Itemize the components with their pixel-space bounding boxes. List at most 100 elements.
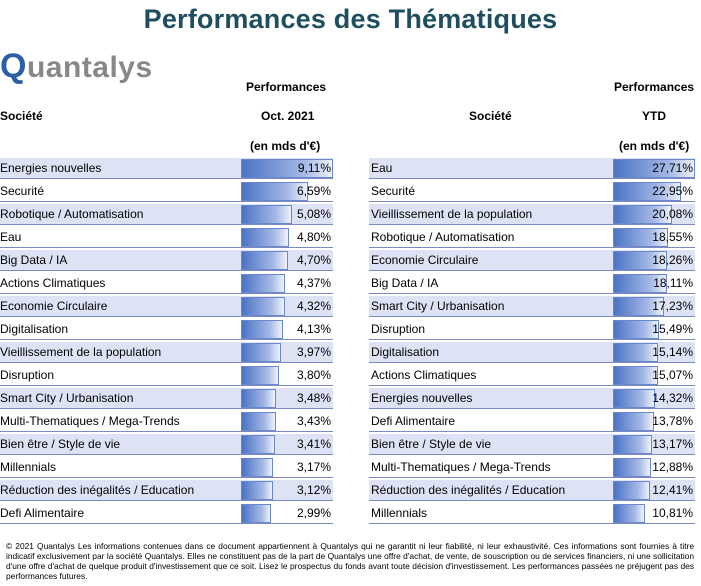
category-label: Eau: [371, 161, 393, 175]
category-label: Vieillissement de la population: [371, 207, 533, 221]
category-label: Energies nouvelles: [371, 391, 473, 405]
value-label: 13,78%: [652, 414, 693, 428]
logo-rest: uantalys: [26, 51, 153, 84]
performance-bar: [241, 412, 276, 431]
row-divider: [369, 178, 695, 179]
performance-bar: [613, 274, 667, 293]
performance-bar: [613, 297, 664, 316]
category-label: Robotique / Automatisation: [371, 230, 515, 244]
value-label: 12,88%: [652, 460, 693, 474]
category-label: Eau: [0, 230, 22, 244]
row-divider: [369, 201, 695, 202]
row-divider: [0, 270, 333, 271]
value-label: 13,17%: [652, 437, 693, 451]
category-label: Vieillissement de la population: [0, 345, 162, 359]
performance-bar: [613, 205, 672, 224]
value-label: 6,59%: [296, 184, 331, 198]
right-header-performances: Performances: [614, 80, 695, 94]
category-label: Bien être / Style de vie: [0, 437, 121, 451]
category-label: Disruption: [371, 322, 426, 336]
category-label: Digitalisation: [371, 345, 440, 359]
quantalys-logo: Quantalys: [0, 46, 153, 86]
value-label: 4,37%: [296, 276, 331, 290]
category-label: Big Data / IA: [0, 253, 68, 267]
value-label: 10,81%: [652, 506, 693, 520]
performance-bar: [241, 274, 285, 293]
category-label: Economie Circulaire: [0, 299, 108, 313]
value-label: 4,32%: [296, 299, 331, 313]
category-label: Securité: [0, 184, 45, 198]
value-label: 9,11%: [297, 161, 331, 175]
performance-bar: [613, 159, 695, 178]
value-label: 3,41%: [296, 437, 331, 451]
right-header-societe: Société: [469, 109, 512, 123]
value-label: 3,12%: [296, 483, 331, 497]
performance-bar: [241, 205, 292, 224]
performance-bar: [241, 389, 276, 408]
performance-bar: [613, 228, 668, 247]
category-label: Millennials: [0, 460, 57, 474]
performance-bar: [241, 458, 273, 477]
performance-bar: [241, 366, 279, 385]
value-label: 2,99%: [296, 506, 331, 520]
category-label: Smart City / Urbanisation: [371, 299, 505, 313]
performance-bar: [613, 504, 645, 523]
row-divider: [369, 316, 695, 317]
row-divider: [369, 477, 695, 478]
value-label: 15,49%: [652, 322, 693, 336]
row-divider: [0, 224, 333, 225]
row-divider: [0, 408, 333, 409]
performance-bar: [613, 435, 652, 454]
category-label: Réduction des inégalités / Education: [371, 483, 566, 497]
performance-bar: [613, 389, 655, 408]
value-label: 5,08%: [296, 207, 331, 221]
value-label: 14,32%: [652, 391, 693, 405]
category-label: Bien être / Style de vie: [371, 437, 492, 451]
row-divider: [0, 362, 333, 363]
value-label: 15,14%: [652, 345, 693, 359]
row-divider: [0, 201, 333, 202]
row-divider: [0, 431, 333, 432]
row-divider: [0, 247, 333, 248]
value-label: 3,17%: [296, 460, 331, 474]
value-label: 12,41%: [652, 483, 693, 497]
category-label: Multi-Thematiques / Mega-Trends: [0, 414, 180, 428]
category-label: Millennials: [371, 506, 428, 520]
row-divider: [369, 362, 695, 363]
value-label: 18,11%: [653, 276, 693, 290]
performance-bar: [241, 159, 333, 178]
value-label: 22,95%: [652, 184, 693, 198]
performance-bar: [241, 504, 271, 523]
logo-q: Q: [0, 47, 27, 85]
row-divider: [369, 500, 695, 501]
category-label: Digitalisation: [0, 322, 69, 336]
value-label: 27,71%: [652, 161, 693, 175]
row-divider: [0, 385, 333, 386]
value-label: 20,08%: [652, 207, 693, 221]
value-label: 17,23%: [652, 299, 693, 313]
row-divider: [0, 523, 333, 524]
category-label: Defi Alimentaire: [0, 506, 85, 520]
value-label: 15,07%: [652, 368, 693, 382]
left-header-societe: Société: [0, 109, 43, 123]
category-label: Economie Circulaire: [371, 253, 479, 267]
row-divider: [0, 500, 333, 501]
row-divider: [369, 408, 695, 409]
row-divider: [369, 385, 695, 386]
value-label: 3,97%: [296, 345, 331, 359]
category-label: Defi Alimentaire: [371, 414, 456, 428]
performance-bar: [241, 228, 289, 247]
page-title: Performances des Thématiques: [143, 4, 558, 34]
performance-bar: [613, 343, 658, 362]
category-label: Securité: [371, 184, 416, 198]
row-divider: [0, 454, 333, 455]
value-label: 18,55%: [652, 230, 693, 244]
performance-bar: [613, 320, 659, 339]
performance-bar: [241, 251, 288, 270]
performance-bar: [613, 366, 658, 385]
performance-bar: [613, 481, 650, 500]
row-divider: [369, 523, 695, 524]
row-divider: [369, 270, 695, 271]
value-label: 18,26%: [652, 253, 693, 267]
category-label: Smart City / Urbanisation: [0, 391, 134, 405]
